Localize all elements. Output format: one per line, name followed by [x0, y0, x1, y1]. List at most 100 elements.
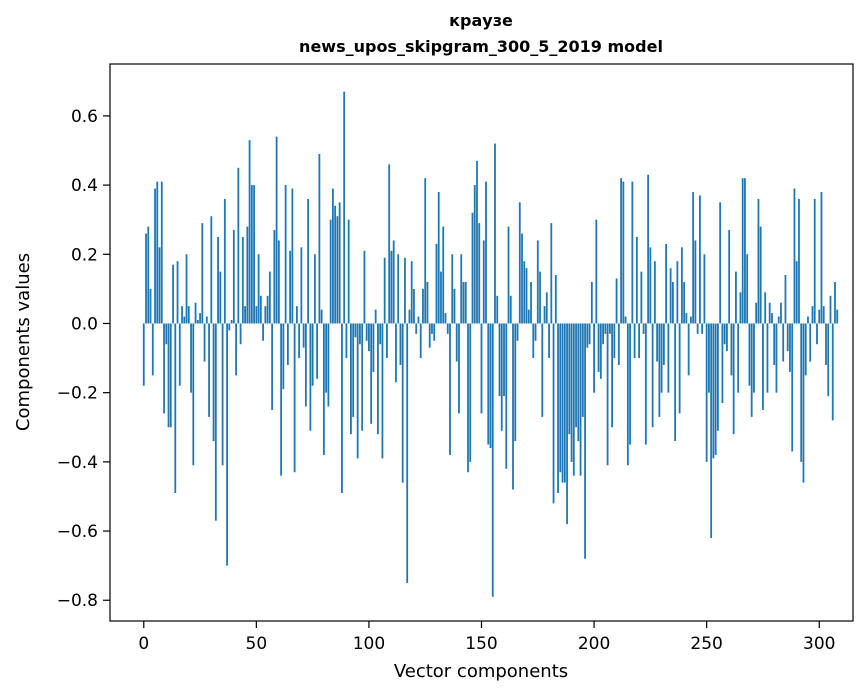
bar-component-204: [602, 323, 604, 345]
bar-component-228: [656, 323, 659, 362]
bar-component-104: [377, 323, 379, 435]
bar-component-255: [717, 323, 719, 431]
bar-component-274: [759, 226, 762, 324]
bar-component-268: [746, 254, 749, 324]
bar-component-183: [554, 275, 557, 324]
bar-component-163: [509, 295, 512, 324]
bar-component-63: [284, 185, 287, 324]
bar-component-40: [232, 230, 235, 324]
bar-component-224: [647, 174, 650, 324]
bar-component-200: [593, 323, 595, 393]
bar-component-205: [604, 323, 607, 334]
x-tick-label: 300: [803, 634, 835, 654]
bar-component-27: [203, 323, 206, 362]
bar-component-271: [753, 323, 755, 393]
bar-component-91: [347, 219, 350, 324]
bar-component-286: [786, 323, 789, 352]
bar-component-252: [710, 323, 713, 538]
bar-component-139: [455, 323, 458, 362]
bar-component-8: [160, 181, 163, 324]
bar-component-56: [268, 271, 271, 324]
bar-component-238: [678, 323, 681, 414]
chart-title: крaузе: [449, 11, 513, 30]
bar-component-294: [804, 323, 807, 376]
bar-component-109: [388, 164, 391, 324]
bar-component-0: [142, 323, 145, 386]
bar-component-57: [271, 323, 274, 410]
bar-component-232: [665, 243, 668, 324]
bar-component-197: [586, 323, 589, 348]
bar-component-15: [176, 261, 179, 324]
bar-component-69: [298, 323, 301, 359]
bar-component-297: [811, 306, 814, 324]
bar-component-254: [714, 323, 717, 455]
bar-component-213: [622, 181, 625, 324]
bar-component-39: [230, 320, 233, 324]
bar-component-180: [548, 323, 550, 359]
bar-component-188: [566, 323, 568, 525]
bar-component-6: [156, 181, 159, 324]
bar-component-59: [275, 136, 278, 324]
bar-component-52: [259, 295, 262, 324]
bar-component-140: [458, 323, 460, 414]
bar-component-209: [613, 323, 616, 359]
bar-component-134: [444, 313, 447, 324]
bar-component-97: [361, 323, 364, 431]
y-tick-label: −0.8: [57, 591, 98, 611]
bar-component-2: [147, 226, 150, 324]
bar-component-7: [158, 247, 161, 324]
bar-component-67: [293, 323, 296, 473]
bar-component-176: [539, 271, 541, 324]
bar-component-237: [676, 261, 679, 324]
y-tick-label: 0.6: [71, 107, 98, 127]
bar-component-214: [624, 316, 627, 324]
bar-component-54: [264, 306, 267, 324]
bar-component-10: [165, 323, 168, 345]
bar-component-231: [662, 323, 665, 365]
bar-component-79: [320, 309, 323, 324]
bar-component-17: [181, 306, 183, 324]
bar-component-227: [653, 261, 656, 324]
bar-component-61: [280, 323, 283, 476]
bar-component-211: [617, 323, 620, 365]
x-tick-label: 0: [138, 634, 149, 654]
bar-component-23: [194, 302, 197, 324]
bar-component-247: [699, 195, 701, 324]
bar-component-167: [518, 202, 521, 324]
bar-component-98: [363, 250, 366, 324]
bar-component-132: [440, 271, 442, 324]
bar-component-258: [723, 323, 726, 345]
bar-component-235: [671, 281, 674, 324]
bar-component-287: [789, 323, 791, 372]
bar-component-28: [205, 316, 208, 324]
bar-component-44: [241, 236, 244, 324]
bar-component-80: [322, 323, 325, 455]
bar-component-114: [399, 323, 402, 365]
bar-component-266: [741, 178, 744, 324]
bar-component-133: [442, 226, 445, 324]
chart-subtitle: news_upos_skipgram_300_5_2019 model: [299, 37, 663, 56]
bar-component-160: [503, 323, 505, 397]
bar-component-184: [557, 323, 559, 493]
bar-component-193: [577, 323, 580, 442]
bar-component-112: [395, 323, 397, 383]
y-tick-label: −0.6: [57, 522, 98, 542]
bar-component-206: [606, 323, 609, 466]
x-tick-label: 100: [353, 634, 385, 654]
bar-component-277: [766, 323, 769, 393]
bar-component-275: [762, 323, 764, 410]
bar-component-182: [552, 323, 555, 504]
bar-component-190: [570, 323, 573, 462]
bar-component-66: [291, 188, 294, 324]
bar-component-144: [467, 323, 469, 473]
bar-component-272: [755, 302, 758, 324]
bar-component-295: [807, 316, 809, 324]
bar-component-13: [172, 264, 174, 324]
bar-component-178: [543, 306, 546, 324]
bar-component-159: [500, 323, 503, 431]
bar-component-273: [757, 198, 760, 324]
bar-component-117: [406, 323, 409, 583]
bar-component-20: [187, 306, 190, 324]
bar-component-165: [514, 323, 517, 442]
bar-component-60: [277, 240, 280, 324]
